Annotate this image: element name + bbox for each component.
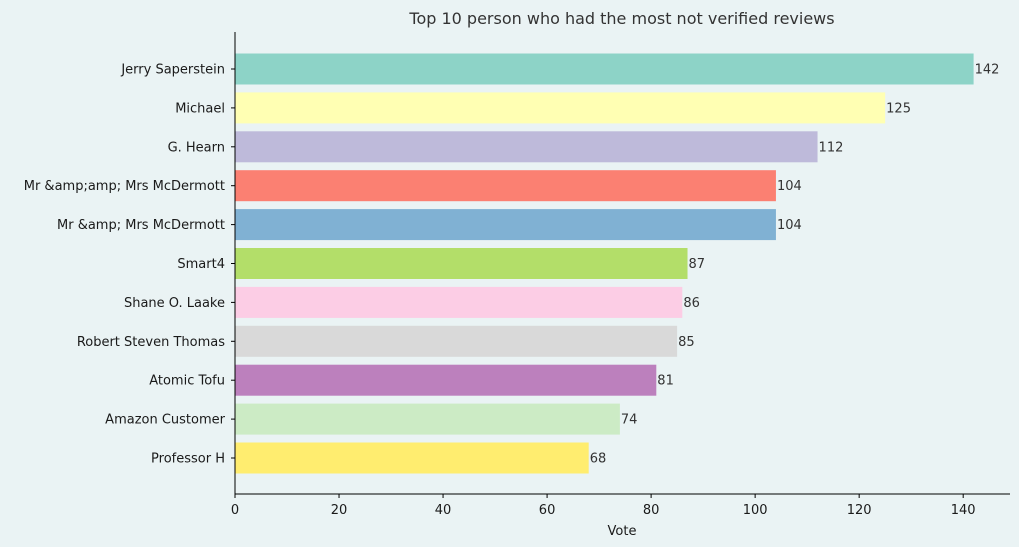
bar-value-label: 142 [975,63,1000,78]
bar-value-label: 125 [886,101,911,116]
x-tick-label: 20 [331,503,348,518]
bar-value-label: 81 [657,374,674,389]
y-tick-label: G. Hearn [168,140,225,155]
bar [235,403,620,435]
bar-value-label: 104 [777,179,802,194]
x-tick-label: 80 [643,503,660,518]
bar [235,364,657,396]
y-tick-label: Jerry Saperstein [120,63,225,78]
bar-value-label: 87 [689,257,706,272]
x-tick-label: 100 [743,503,768,518]
bar [235,92,886,124]
x-ticks-group: 0 20 40 60 80 100 120 140 [231,494,976,518]
y-tick-label: Shane O. Laake [124,296,225,311]
bar [235,53,974,85]
bar [235,209,776,241]
bar [235,248,688,279]
bars-group: 142 125 112 104 104 87 86 85 81 74 68 [235,53,1000,474]
x-tick-label: 40 [435,503,452,518]
bar [235,286,683,318]
x-tick-label: 60 [539,503,556,518]
y-tick-label: Mr &amp;amp; Mrs McDermott [24,179,225,194]
bar-value-label: 74 [621,413,638,428]
x-tick-label: 120 [847,503,872,518]
y-tick-label: Michael [175,101,225,116]
y-ticks-group: Jerry Saperstein Michael G. Hearn Mr &amp;a… [24,63,235,467]
bar-value-label: 86 [683,296,700,311]
y-tick-label: Smart4 [177,257,225,272]
bar-value-label: 85 [678,335,695,350]
y-tick-label: Professor H [151,452,225,467]
y-tick-label: Mr &amp; Mrs McDermott [57,218,225,233]
y-tick-label: Robert Steven Thomas [77,335,225,350]
bar-value-label: 112 [819,140,844,155]
bar-value-label: 68 [590,452,607,467]
x-tick-label: 0 [231,503,239,518]
bar-value-label: 104 [777,218,802,233]
bar [235,325,678,357]
y-tick-label: Atomic Tofu [149,374,225,389]
bar [235,442,589,474]
chart-title: Top 10 person who had the most not verif… [408,9,834,28]
x-tick-label: 140 [951,503,976,518]
y-tick-label: Amazon Customer [105,413,225,428]
bar [235,170,776,202]
x-axis-label: Vote [608,524,637,539]
bar [235,131,818,163]
